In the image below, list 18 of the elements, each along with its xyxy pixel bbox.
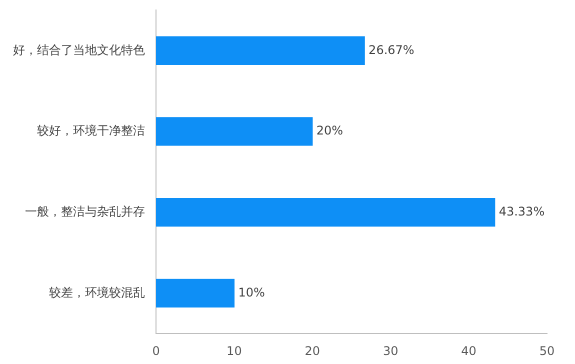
data-label: 26.67% [368, 42, 414, 57]
y-tick-label: 较好，环境干净整洁 [37, 124, 145, 138]
y-tick-label: 好，结合了当地文化特色 [13, 42, 145, 57]
data-label: 43.33% [498, 204, 545, 218]
y-tick-label: 一般，整洁与杂乱并存 [25, 204, 145, 218]
x-tick-label: 10 [226, 344, 242, 358]
bar [156, 117, 313, 146]
data-label: 20% [316, 124, 344, 138]
x-tick-label: 0 [152, 344, 160, 358]
data-label: 10% [238, 285, 265, 300]
y-tick-label: 较差，环境较混乱 [49, 285, 145, 300]
x-tick-label: 50 [539, 344, 555, 358]
bar [156, 198, 496, 227]
x-tick-label: 20 [304, 344, 320, 358]
x-tick-label: 30 [382, 344, 398, 358]
bar [156, 278, 235, 308]
x-tick-label: 40 [461, 344, 476, 358]
bar [156, 36, 365, 65]
